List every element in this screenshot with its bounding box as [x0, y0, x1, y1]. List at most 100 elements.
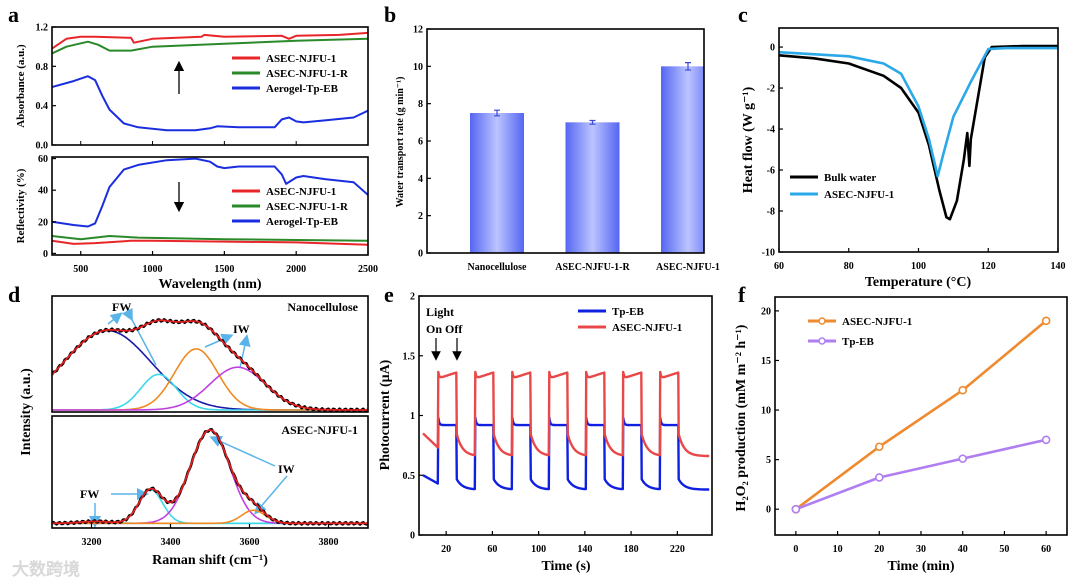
panel-label-e: e [384, 282, 394, 307]
d-bottom-frame [51, 415, 369, 529]
series-line [795, 438, 1047, 511]
bar [565, 122, 620, 253]
d-bottom-fw-label: FW [80, 487, 99, 501]
ytick-label: 0 [770, 43, 775, 54]
data-point [874, 473, 884, 482]
d-xlabel: Raman shift (cm⁻¹) [152, 553, 268, 568]
ytick-label: 8 [418, 99, 423, 110]
b-marks [470, 66, 704, 253]
series-line [779, 44, 1058, 221]
d-bottom-marks [52, 428, 368, 526]
d-bottom-iw-label: IW [278, 462, 295, 476]
xtick-label: 2500 [358, 264, 378, 275]
raw-spectrum [52, 428, 368, 526]
panel-label-b: b [384, 2, 396, 27]
a-top-plot: 0.0 0.4 0.8 1.2 ASEC-NJFU-1 ASEC-NJFU-1-R Aero… [36, 23, 369, 152]
data-point [958, 385, 968, 395]
ytick-label: 2 [418, 211, 423, 222]
ytick-label: -10 [762, 248, 775, 259]
xtick-label: 120 [981, 261, 996, 272]
ytick-label: 1.2 [36, 23, 49, 34]
e-xlabel: Time (s) [541, 559, 590, 574]
watermark: 大数跨境 [12, 559, 80, 580]
legend-label: ASEC-NJFU-1 [266, 53, 336, 65]
ytick-label: 6 [418, 137, 423, 148]
legend-label: ASEC-NJFU-1 [842, 316, 912, 328]
legend-label: ASEC-NJFU-1 [612, 322, 682, 334]
a-top-marks [52, 31, 368, 132]
ytick-label: 20 [38, 217, 48, 228]
ytick-label: 0.0 [36, 141, 49, 152]
category-label: ASEC-NJFU-1-R [555, 262, 630, 273]
xtick-label: 20 [441, 544, 451, 555]
c-plot: -10 -8 -6 -4 -2 0 60 80 100 120 140 Bulk water ASEC-… [762, 27, 1066, 272]
d-top-title: Nanocellulose [287, 300, 358, 314]
legend-marker [818, 337, 826, 345]
ytick-label: 60 [38, 154, 48, 165]
ytick-label: 2 [410, 292, 415, 303]
ytick-label: 10 [761, 406, 771, 417]
legend-label: Tp-EB [612, 306, 644, 318]
c-xlabel: Temperature (°C) [865, 275, 972, 290]
series-line [422, 416, 710, 491]
category-label: ASEC-NJFU-1 [656, 262, 720, 273]
c-frame [778, 27, 1059, 253]
c-marks [779, 44, 1058, 221]
category-label: Nanocellulose [468, 262, 527, 273]
data-point [1041, 435, 1051, 445]
arrow-icon [204, 333, 234, 348]
a-xlabel: Wavelength (nm) [158, 277, 261, 292]
d-bottom-plot: 3200 3400 3600 3800 [51, 415, 369, 548]
c-ylabel: Heat flow (W g⁻¹) [741, 86, 756, 193]
panel-label-c: c [738, 2, 748, 27]
xtick-label: 2000 [286, 264, 306, 275]
xtick-label: 50 [999, 544, 1009, 555]
e-marks [422, 370, 710, 491]
legend-label: Bulk water [824, 172, 876, 184]
error-bar [589, 119, 596, 125]
ytick-label: 0 [410, 531, 415, 542]
ytick-label: -6 [767, 166, 775, 177]
xtick-label: 1000 [143, 264, 163, 275]
f-xlabel: Time (min) [887, 559, 954, 574]
ytick-label: 1.5 [403, 351, 416, 362]
error-bar [685, 62, 691, 71]
series-line [52, 37, 368, 55]
arrow-icon [254, 475, 288, 515]
legend-marker [818, 317, 826, 325]
bar [661, 66, 704, 253]
e-onoff-label: On Off [426, 322, 463, 336]
xtick-label: 0 [793, 544, 798, 555]
data-point [1041, 316, 1051, 326]
series-line [52, 235, 368, 242]
ytick-label: 20 [761, 306, 771, 317]
series-line [422, 370, 710, 458]
ytick-label: 1 [410, 411, 415, 422]
data-point [958, 454, 968, 463]
legend-label: ASEC-NJFU-1-R [266, 68, 349, 80]
a-bottom-plot: 0 20 40 60 500 1000 1500 2000 2500 ASEC-NJFU-1 ASE… [38, 154, 378, 275]
cumulative-fit [52, 429, 368, 525]
d-bottom-title: ASEC-NJFU-1 [281, 423, 358, 437]
a-top-ylabel: Absorbance (a.u.) [15, 44, 27, 128]
xtick-label: 60 [487, 544, 497, 555]
series-line [52, 239, 368, 246]
ytick-label: -4 [767, 125, 775, 136]
legend-label: ASEC-NJFU-1 [266, 186, 336, 198]
ytick-label: 15 [761, 356, 771, 367]
series-line [52, 157, 368, 228]
fit-component [52, 429, 368, 525]
xtick-label: 140 [577, 544, 592, 555]
legend-label: Tp-EB [842, 336, 874, 348]
xtick-label: 180 [624, 544, 639, 555]
xtick-label: 60 [1041, 544, 1051, 555]
ytick-label: 0.5 [403, 471, 416, 482]
a-bottom-marks [52, 157, 368, 246]
ytick-label: -8 [767, 207, 775, 218]
panel-label-d: d [8, 282, 20, 307]
xtick-label: 30 [916, 544, 926, 555]
xtick-label: 40 [958, 544, 968, 555]
fit-component [52, 366, 368, 411]
